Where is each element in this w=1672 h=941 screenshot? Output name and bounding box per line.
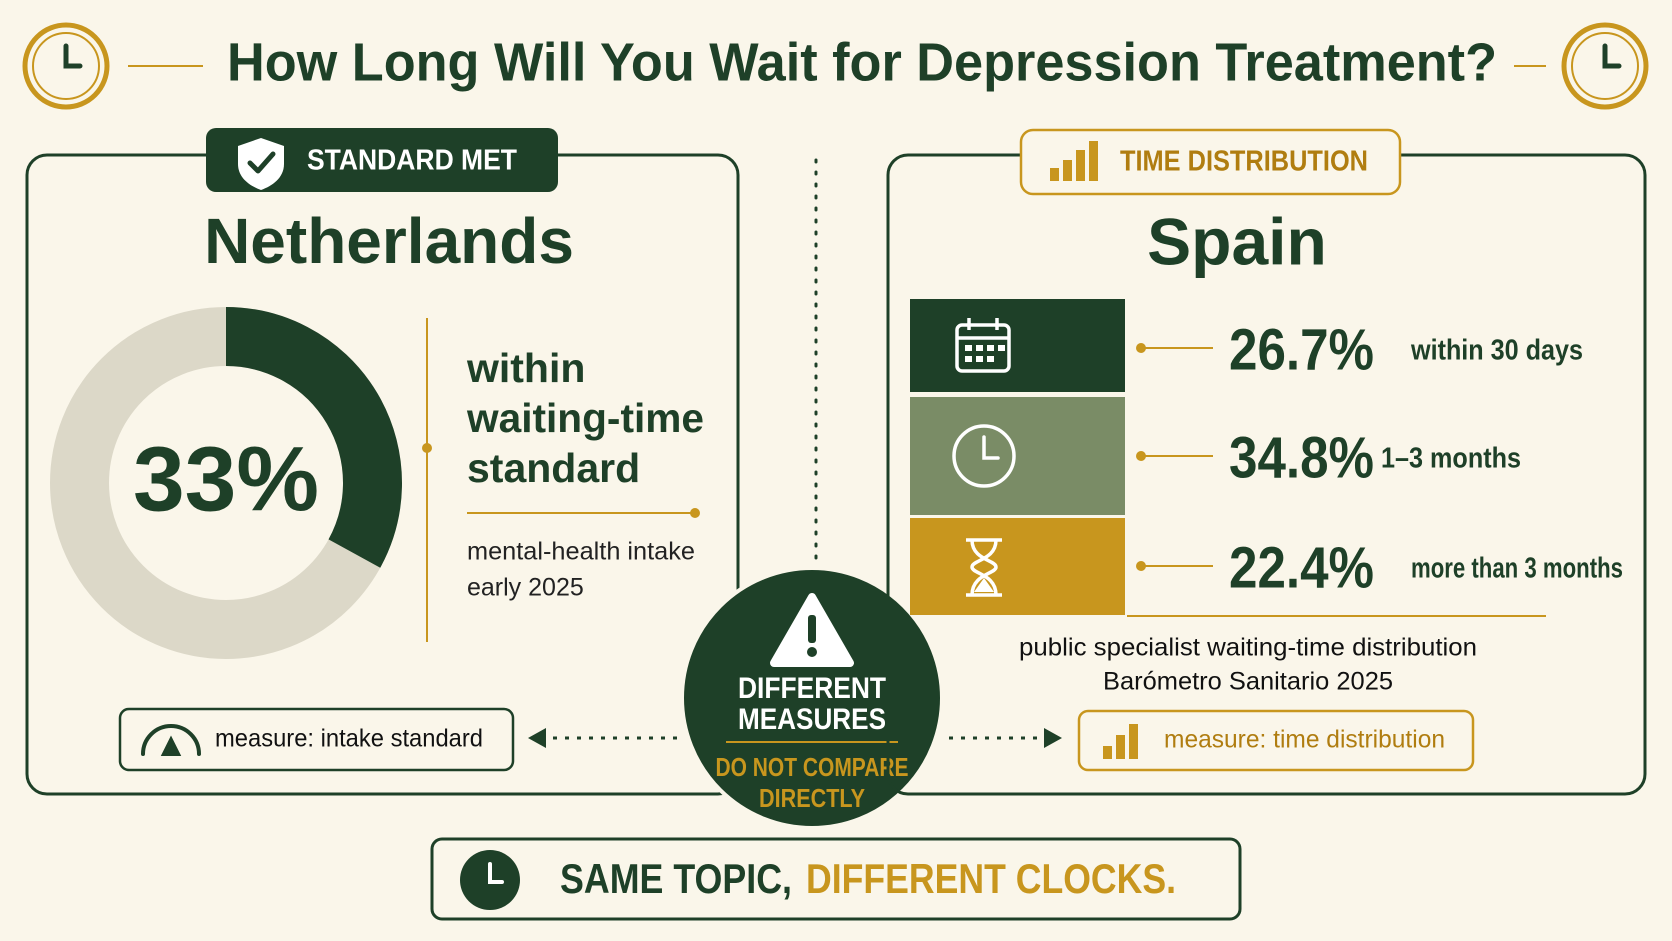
measure-box: [1077, 709, 1475, 772]
measure-box: [118, 707, 515, 772]
description: standard: [467, 445, 640, 491]
donut: [225, 307, 402, 568]
gauge-icon: [141, 724, 201, 756]
row-label: within 30 days: [1410, 335, 1583, 367]
measure-label: measure: intake standard: [215, 725, 483, 753]
note: early 2025: [467, 574, 584, 602]
clock-icon: [1561, 22, 1649, 110]
percent-label: 33%: [133, 428, 319, 530]
title: How Long Will You Wait for Depression Tr…: [227, 32, 1497, 92]
badge-label: STANDARD MET: [307, 145, 517, 177]
warning-title: MEASURES: [738, 703, 886, 736]
footer-text: SAME TOPIC,: [560, 855, 792, 902]
arrow: [528, 728, 1062, 748]
row-value: 26.7%: [1229, 317, 1374, 382]
note: mental-health intake: [467, 538, 695, 566]
note: public specialist waiting-time distribut…: [1019, 634, 1477, 662]
bars-icon: [1050, 141, 1098, 181]
row-value: 34.8%: [1229, 425, 1374, 490]
warning-icon: [770, 593, 854, 667]
row-band: [910, 397, 1125, 515]
clock-icon: [460, 850, 520, 910]
clock-icon: [952, 424, 1016, 488]
country-name: Netherlands: [204, 205, 574, 277]
warning-circle: [680, 566, 944, 830]
row-value: 22.4%: [1229, 535, 1374, 600]
shield-icon: [238, 138, 284, 190]
clock-icon: [22, 22, 110, 110]
warning-text: DO NOT COMPARE: [716, 752, 909, 782]
row-band: [910, 518, 1125, 615]
measure-label: measure: time distribution: [1164, 726, 1445, 754]
dot: [690, 508, 700, 518]
badge: [206, 128, 558, 192]
footer-box: [430, 837, 1242, 921]
warning-text: DIRECTLY: [759, 783, 865, 813]
badge: [1019, 128, 1402, 196]
description: within: [466, 345, 585, 391]
hourglass-icon: [966, 538, 1002, 597]
footer-text-highlight: DIFFERENT CLOCKS.: [806, 855, 1176, 902]
calendar-icon: [955, 318, 1011, 373]
donut-segment: [225, 307, 402, 568]
row-label: more than 3 months: [1411, 553, 1623, 585]
warning-title: DIFFERENT: [738, 672, 886, 705]
bars-icon: [1103, 724, 1138, 759]
country-name: Spain: [1147, 204, 1327, 278]
row-label: 1–3 months: [1381, 443, 1521, 475]
note: Barómetro Sanitario 2025: [1103, 668, 1393, 696]
row-band: [910, 299, 1125, 392]
dot: [422, 443, 432, 453]
description: waiting-time: [466, 395, 704, 441]
rows: 26.7% within 30 days 34.8% 1–3 months 22.4% m…: [1136, 317, 1623, 600]
badge-label: TIME DISTRIBUTION: [1120, 146, 1368, 178]
